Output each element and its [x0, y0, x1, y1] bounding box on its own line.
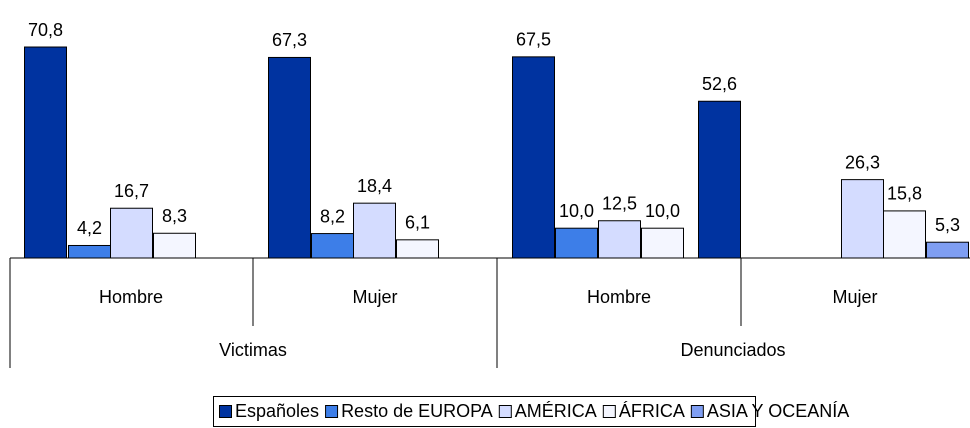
bar: [24, 46, 67, 259]
x-tick-label: Hombre: [587, 287, 651, 307]
bar: [512, 56, 555, 259]
data-label: 10,0: [559, 201, 594, 221]
data-label: 4,2: [77, 218, 102, 238]
bar: [311, 233, 354, 259]
bar: [68, 244, 111, 259]
data-label: 12,5: [602, 194, 637, 214]
legend-label: ASIA Y OCEANÍA: [707, 401, 849, 421]
data-label: 70,8: [28, 20, 63, 40]
bar: [268, 56, 311, 259]
x-tick-label: Mujer: [832, 287, 877, 307]
bar: [641, 227, 684, 259]
data-label: 67,3: [272, 30, 307, 50]
bar: [926, 241, 969, 259]
x-group-label: Denunciados: [680, 340, 785, 360]
legend-label: AMÉRICA: [515, 401, 597, 421]
x-tick-label: Hombre: [99, 287, 163, 307]
data-label: 10,0: [645, 201, 680, 221]
bar: [698, 100, 741, 259]
data-label: 16,7: [114, 181, 149, 201]
data-label: 5,3: [935, 215, 960, 235]
x-tick-label: Mujer: [352, 287, 397, 307]
data-label: 26,3: [845, 152, 880, 172]
data-label: 18,4: [357, 176, 392, 196]
data-label: 6,1: [405, 213, 430, 233]
data-label: 8,2: [320, 206, 345, 226]
legend-swatch: [498, 405, 512, 418]
bar: [396, 239, 439, 259]
legend-swatch: [690, 405, 704, 418]
legend-swatch: [219, 405, 232, 418]
bar: [153, 232, 196, 259]
data-label: 15,8: [887, 184, 922, 204]
bar: [841, 179, 884, 259]
bar: [110, 207, 153, 259]
legend-swatch: [325, 405, 339, 418]
legend-label: Resto de EUROPA: [341, 401, 493, 421]
data-label: 8,3: [162, 206, 187, 226]
legend-swatch: [602, 405, 616, 418]
legend-label: ÁFRICA: [619, 401, 685, 421]
data-label: 67,5: [516, 30, 551, 50]
legend-label: Españoles: [235, 401, 319, 421]
data-label: 52,6: [702, 74, 737, 94]
bar: [353, 202, 396, 259]
x-group-label: Victimas: [219, 340, 287, 360]
bar: [883, 210, 926, 259]
bar: [598, 220, 641, 259]
legend-box: [213, 396, 756, 427]
bar: [555, 227, 598, 259]
